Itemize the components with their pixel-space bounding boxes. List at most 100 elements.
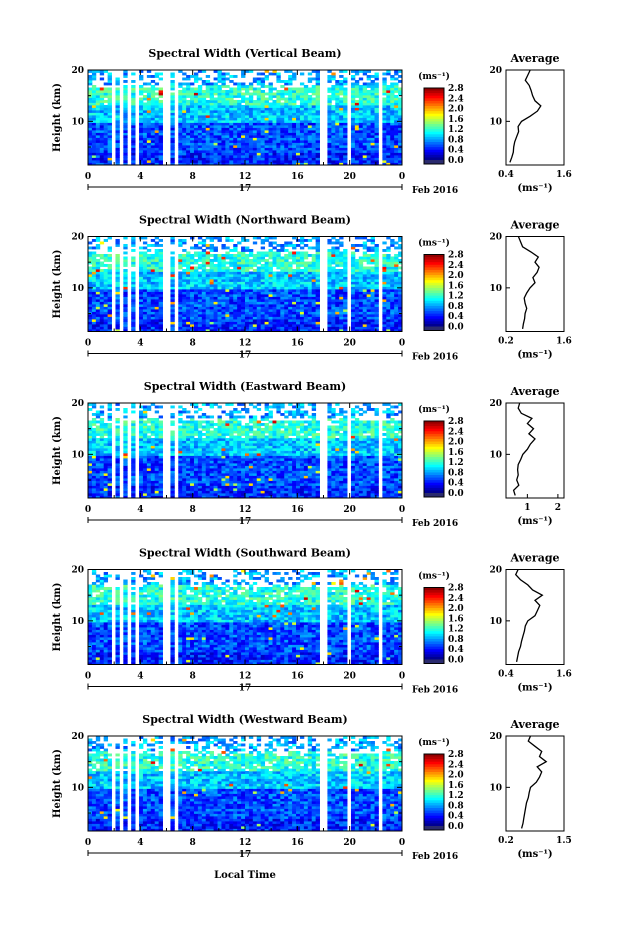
heatmap-cell — [115, 299, 120, 302]
heatmap-cell — [150, 274, 156, 277]
heatmap-cell — [264, 276, 269, 280]
heatmap-cell — [158, 127, 163, 131]
heatmap-cell — [221, 75, 226, 78]
heatmap-cell — [398, 87, 403, 91]
heatmap-cell — [382, 147, 387, 151]
heatmap-cell — [331, 112, 336, 116]
heatmap-cell — [268, 244, 273, 247]
heatmap-cell — [139, 105, 144, 108]
heatmap-cell — [209, 314, 215, 317]
heatmap-cell — [315, 281, 320, 285]
heatmap-cell — [229, 269, 234, 272]
heatmap-cell — [88, 465, 93, 469]
heatmap-cell — [276, 279, 281, 282]
heatmap-cell — [390, 132, 395, 136]
heatmap-cell — [205, 251, 211, 255]
heatmap-cell — [139, 100, 144, 103]
heatmap-cell — [99, 488, 105, 491]
heatmap-cell — [276, 319, 281, 322]
heatmap-cell — [394, 125, 399, 128]
heatmap-cell — [209, 271, 215, 275]
heatmap-cell — [390, 152, 395, 156]
heatmap-cell — [170, 311, 175, 315]
heatmap-cell — [115, 319, 120, 322]
heatmap-cell — [264, 281, 269, 285]
heatmap-cell — [197, 284, 203, 287]
heatmap-cell — [276, 77, 281, 81]
heatmap-cell — [170, 87, 175, 91]
heatmap-cell — [272, 256, 277, 260]
heatmap-cell — [209, 137, 215, 141]
heatmap-cell — [95, 321, 101, 325]
heatmap-cell — [107, 107, 112, 111]
heatmap-cell — [315, 256, 320, 260]
heatmap-cell — [394, 117, 399, 121]
heatmap-cell — [123, 244, 128, 247]
heatmap-cell — [303, 251, 309, 255]
heatmap-cell — [241, 122, 246, 126]
heatmap-cell — [256, 279, 262, 282]
heatmap-cell — [280, 152, 285, 156]
heatmap-cell — [142, 299, 148, 302]
heatmap-cell — [139, 281, 144, 285]
heatmap-cell — [178, 239, 183, 242]
heatmap-cell — [362, 152, 368, 156]
heatmap-cell — [205, 281, 211, 285]
heatmap-cell — [386, 306, 391, 310]
heatmap-cell — [292, 117, 297, 121]
heatmap-cell — [139, 254, 144, 257]
heatmap-cell — [91, 90, 97, 93]
heatmap-cell — [354, 309, 360, 312]
heatmap-cell — [150, 271, 156, 275]
heatmap-cell — [131, 276, 136, 280]
heatmap-cell — [115, 301, 120, 305]
heatmap-cell — [362, 279, 368, 282]
heatmap-cell — [217, 329, 222, 332]
heatmap-cell — [217, 276, 222, 280]
heatmap-cell — [154, 279, 160, 282]
heatmap-cell — [268, 251, 273, 255]
heatmap-cell — [103, 445, 109, 449]
heatmap-cell — [386, 160, 391, 163]
heatmap-cell — [241, 125, 246, 128]
heatmap-cell — [201, 299, 207, 302]
heatmap-cell — [225, 122, 230, 126]
heatmap-cell — [390, 115, 395, 118]
heatmap-cell — [366, 70, 372, 73]
x-tick-label: 20 — [343, 339, 356, 349]
heatmap-cell — [272, 127, 277, 131]
heatmap-cell — [260, 271, 266, 275]
heatmap-cell — [390, 301, 395, 305]
heatmap-cell — [158, 120, 163, 123]
heatmap-cell — [366, 120, 372, 123]
heatmap-cell — [91, 251, 97, 255]
heatmap-cell — [288, 294, 293, 297]
heatmap-cell — [358, 266, 364, 270]
heatmap-cell — [88, 107, 93, 111]
heatmap-cell — [213, 271, 218, 275]
heatmap-cell — [390, 309, 395, 312]
heatmap-cell — [374, 122, 379, 126]
heatmap-cell — [343, 271, 348, 275]
heatmap-cell — [193, 324, 199, 327]
heatmap-cell — [354, 72, 360, 76]
heatmap-cell — [193, 90, 199, 93]
heatmap-cell — [213, 142, 218, 146]
heatmap-cell — [225, 120, 230, 123]
heatmap-cell — [123, 135, 128, 138]
heatmap-cell — [382, 120, 387, 123]
heatmap-cell — [99, 428, 105, 431]
heatmap-cell — [292, 256, 297, 260]
heatmap-cell — [331, 130, 336, 133]
heatmap-cell — [362, 117, 368, 121]
heatmap-cell — [91, 132, 97, 136]
heatmap-cell — [374, 304, 379, 307]
heatmap-cell — [256, 87, 262, 91]
heatmap-cell — [154, 291, 160, 295]
heatmap-cell — [354, 236, 360, 240]
heatmap-cell — [343, 112, 348, 116]
heatmap-cell — [186, 299, 191, 302]
heatmap-cell — [95, 92, 101, 96]
heatmap-cell — [339, 100, 344, 103]
heatmap-cell — [142, 132, 148, 136]
